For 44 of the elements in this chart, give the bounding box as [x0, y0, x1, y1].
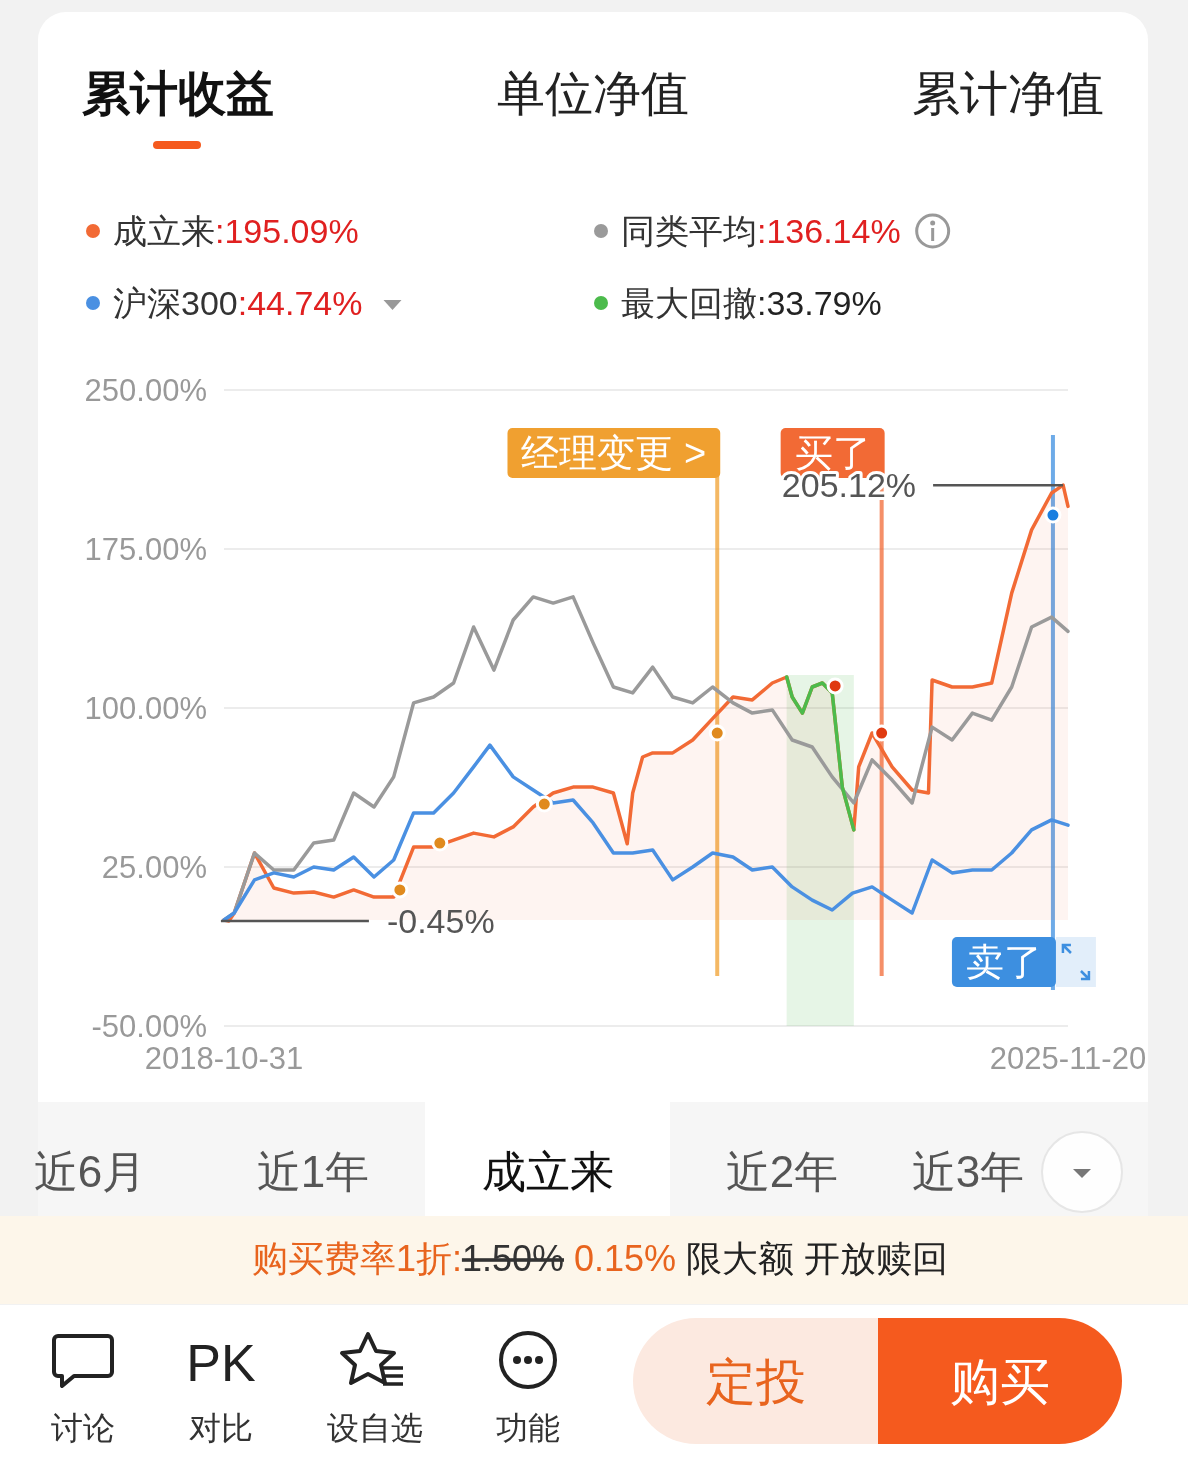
legend-label: 同类平均 [621, 212, 757, 250]
text: 1.50% [461, 1238, 564, 1279]
point [1044, 506, 1062, 524]
legend-item: 沪深300:44.74% [86, 284, 363, 322]
legend-label: 最大回撤 [621, 284, 757, 322]
text: 定投 [706, 1354, 806, 1410]
line-series [784, 675, 856, 832]
text: 购买费率1折: [251, 1238, 462, 1279]
y-tick-label: 175.00% [84, 532, 207, 567]
text: 近3年 [911, 1147, 1025, 1196]
text: PK [186, 1334, 256, 1392]
text: 近1年 [256, 1147, 370, 1196]
text: 近6月 [33, 1147, 147, 1196]
point [826, 677, 844, 695]
text: 限大额 开放赎回 [686, 1238, 949, 1279]
legend-item: 同类平均:136.14% [594, 212, 901, 250]
annotation: -0.45% [220, 901, 495, 940]
ref-line-label: 卖了 [965, 941, 1042, 983]
text: 对比 [189, 1410, 253, 1446]
text: 近2年 [725, 1147, 839, 1196]
annotation: -0.45% [386, 901, 495, 940]
legend-item: 最大回撤:33.79% [594, 284, 882, 322]
x-tick-label: 2025-11-20 [989, 1041, 1147, 1076]
text: 累计净值 [912, 67, 1104, 120]
point [708, 724, 726, 742]
chart-title: 累计收益 [82, 67, 274, 120]
text: 讨论 [51, 1410, 115, 1446]
point [535, 795, 553, 813]
text: 单位净值 [497, 67, 689, 120]
ref-line-label: 经理变更 > [521, 432, 707, 474]
y-tick-label: 25.00% [101, 850, 207, 885]
y-tick-label: 100.00% [84, 691, 207, 726]
point [391, 881, 409, 899]
text: 功能 [496, 1410, 560, 1446]
legend-label: 沪深300 [113, 284, 238, 322]
legend-label: 成立来 [113, 212, 215, 250]
text: 成立来 [482, 1147, 614, 1196]
text: 0.15% [574, 1238, 677, 1279]
x-tick-label: 2018-10-31 [144, 1041, 304, 1076]
text: 购买 [950, 1354, 1050, 1410]
legend-item: 成立来:195.09% [86, 212, 359, 250]
text: 设自选 [327, 1410, 423, 1446]
y-tick-label: 250.00% [84, 373, 207, 408]
y-tick-label: -50.00% [91, 1009, 207, 1044]
